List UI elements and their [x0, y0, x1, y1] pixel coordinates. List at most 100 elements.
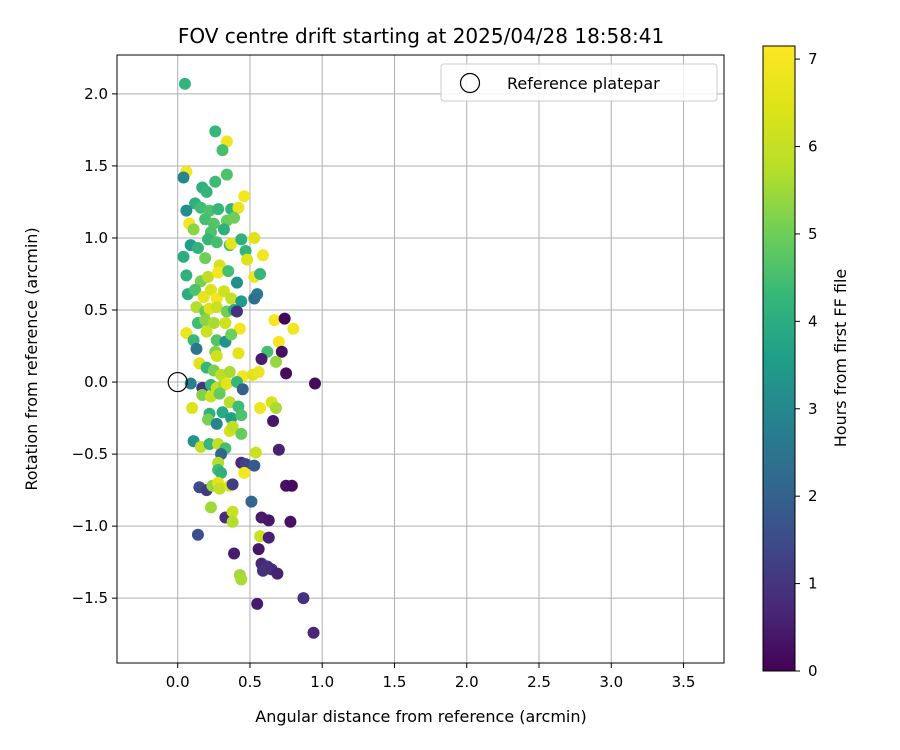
y-tick-label: −1.5: [72, 589, 108, 607]
data-point: [241, 253, 254, 266]
data-point: [232, 347, 245, 360]
data-point: [226, 478, 239, 491]
legend-entry-reference: Reference platepar: [507, 74, 660, 93]
data-point: [215, 466, 228, 479]
data-point: [278, 312, 291, 325]
x-tick-label: 3.5: [672, 673, 696, 691]
colorbar-tick-label: 7: [808, 50, 818, 68]
y-tick-label: 2.0: [84, 85, 108, 103]
data-point: [213, 482, 226, 495]
data-point: [200, 325, 213, 338]
data-point: [238, 466, 251, 479]
data-point: [235, 295, 248, 308]
data-point: [177, 171, 190, 184]
colorbar-tick-label: 1: [808, 575, 818, 593]
data-point: [230, 305, 243, 318]
data-point: [212, 203, 225, 216]
data-point: [238, 190, 251, 203]
colorbar-tick-label: 0: [808, 662, 818, 680]
y-axis-ticks: −1.5 −1.0 −0.5 0.0 0.5 1.0 1.5 2.0: [72, 85, 117, 607]
x-tick-label: 1.5: [383, 673, 407, 691]
data-point: [236, 383, 249, 396]
legend-reference-marker: [459, 72, 481, 94]
x-tick-label: 3.0: [599, 673, 623, 691]
data-point: [209, 125, 222, 138]
data-point: [216, 406, 229, 419]
legend-box: [440, 63, 718, 102]
legend: Reference platepar: [440, 63, 718, 102]
data-point: [191, 528, 204, 541]
plot-frame: [116, 54, 725, 664]
data-point: [262, 514, 275, 527]
data-point: [204, 283, 217, 296]
data-point: [269, 401, 282, 414]
data-point: [262, 531, 275, 544]
data-point: [225, 237, 238, 250]
data-point: [222, 265, 235, 278]
colorbar-ticks: 0 1 2 3 4 5 6 7: [795, 50, 818, 680]
data-point: [248, 231, 261, 244]
y-tick-label: 1.5: [84, 157, 108, 175]
data-point: [254, 401, 267, 414]
data-point: [297, 592, 310, 605]
y-tick-label: 1.0: [84, 229, 108, 247]
data-point: [275, 345, 288, 358]
data-point: [178, 77, 191, 90]
data-point: [203, 438, 216, 451]
colorbar-tick-label: 5: [808, 225, 818, 243]
x-tick-label: 0.5: [238, 673, 262, 691]
y-axis-label: Rotation from reference (arcmin): [22, 227, 41, 490]
data-point: [216, 144, 229, 157]
data-point: [191, 242, 204, 255]
data-point: [252, 365, 265, 378]
data-point: [213, 387, 226, 400]
data-point: [210, 301, 223, 314]
data-point: [217, 223, 230, 236]
data-point: [204, 501, 217, 514]
colorbar: 0 1 2 3 4 5 6 7 Hours from first FF file: [762, 45, 850, 680]
data-point: [220, 377, 233, 390]
data-points: [177, 77, 321, 639]
data-point: [251, 597, 264, 610]
data-point: [254, 267, 267, 280]
data-point: [225, 292, 238, 305]
data-point: [226, 515, 239, 528]
data-point: [284, 515, 297, 528]
x-axis-ticks: 0.0 0.5 1.0 1.5 2.0 2.5 3.0 3.5: [166, 663, 696, 691]
data-point: [308, 377, 321, 390]
grid-lines: [117, 55, 724, 663]
y-tick-label: −0.5: [72, 445, 108, 463]
data-point: [256, 249, 269, 262]
colorbar-gradient: [762, 45, 796, 672]
chart-title: FOV centre drift starting at 2025/04/28 …: [178, 24, 664, 48]
x-tick-label: 1.0: [310, 673, 334, 691]
colorbar-label: Hours from first FF file: [831, 269, 850, 448]
colorbar-tick-label: 3: [808, 400, 818, 418]
x-axis-label: Angular distance from reference (arcmin): [255, 707, 586, 726]
data-point: [285, 479, 298, 492]
data-point: [235, 233, 248, 246]
data-point: [202, 270, 215, 283]
data-point: [249, 446, 262, 459]
data-point: [255, 353, 268, 365]
data-point: [228, 211, 241, 224]
data-point: [209, 175, 222, 188]
reference-platepar-marker: [167, 371, 188, 393]
y-tick-label: 0.5: [84, 301, 108, 319]
x-tick-label: 2.0: [455, 673, 479, 691]
data-point: [226, 420, 239, 433]
colorbar-tick-label: 4: [808, 312, 818, 330]
y-tick-label: 0.0: [84, 373, 108, 391]
data-point: [272, 443, 285, 456]
data-point: [177, 250, 190, 263]
data-point: [248, 292, 261, 305]
data-point: [228, 547, 241, 560]
data-point: [271, 567, 284, 580]
data-point: [219, 316, 232, 329]
x-tick-label: 2.5: [527, 673, 551, 691]
colorbar-tick-label: 2: [808, 487, 818, 505]
data-point: [248, 459, 261, 472]
data-point: [267, 414, 280, 427]
data-point: [235, 427, 248, 440]
